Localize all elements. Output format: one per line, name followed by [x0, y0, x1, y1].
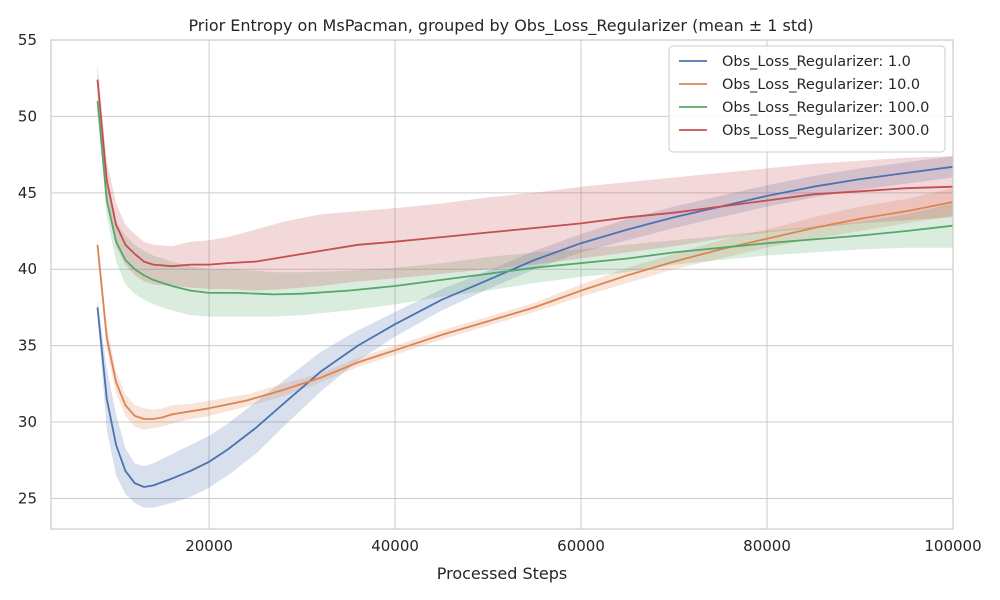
legend-label: Obs_Loss_Regularizer: 300.0	[722, 123, 929, 139]
y-tick-label: 45	[18, 184, 37, 202]
x-tick-label: 80000	[743, 537, 791, 555]
chart-title: Prior Entropy on MsPacman, grouped by Ob…	[188, 16, 813, 36]
std-band-series-4	[97, 62, 953, 291]
x-tick-label: 60000	[557, 537, 605, 555]
legend: Obs_Loss_Regularizer: 1.0 Obs_Loss_Regula…	[668, 45, 946, 153]
std-bands	[97, 62, 953, 508]
y-tick-label: 30	[18, 413, 37, 431]
y-tick-label: 40	[18, 260, 37, 278]
y-tick-label: 35	[18, 337, 37, 355]
mean-line-series-1	[96, 165, 954, 488]
x-tick-label: 100000	[924, 537, 981, 555]
x-axis-label: Processed Steps	[437, 564, 568, 583]
std-band-series-3	[97, 93, 953, 317]
std-band-series-1	[97, 156, 953, 508]
series-lines	[96, 79, 954, 488]
x-tick-label: 40000	[371, 537, 419, 555]
plot-frame	[50, 39, 954, 530]
y-tick-label: 25	[18, 489, 37, 507]
legend-box	[668, 45, 946, 153]
y-tick-label: 55	[18, 31, 37, 49]
y-tick-labels: 25 30 35 40 45 50 55	[18, 31, 37, 507]
x-tick-label: 20000	[185, 537, 233, 555]
legend-label: Obs_Loss_Regularizer: 10.0	[722, 77, 920, 93]
legend-label: Obs_Loss_Regularizer: 1.0	[722, 54, 911, 70]
x-tick-labels: 20000 40000 60000 80000 100000	[185, 537, 981, 555]
mean-line-series-2	[96, 201, 954, 420]
mean-line-series-3	[96, 101, 954, 296]
legend-label: Obs_Loss_Regularizer: 100.0	[722, 100, 929, 116]
std-band-series-2	[97, 188, 953, 430]
y-tick-label: 50	[18, 107, 37, 125]
mean-line-series-4	[96, 79, 954, 268]
